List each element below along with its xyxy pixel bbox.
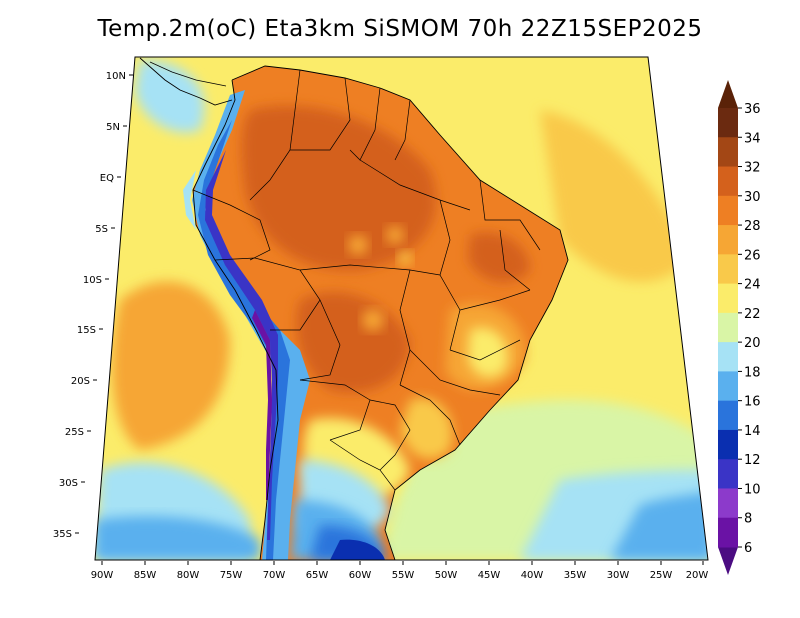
lat-label-10n: 10N	[106, 71, 126, 82]
lon-label-75w: 75W	[220, 570, 243, 581]
lon-label-35w: 35W	[564, 570, 587, 581]
colorbar-label: 18	[744, 365, 761, 380]
lon-label-45w: 45W	[478, 570, 501, 581]
colorbar-segment	[718, 137, 738, 168]
colorbar-label: 26	[744, 248, 761, 263]
lon-label-25w: 25W	[650, 570, 673, 581]
colorbar-segment	[718, 108, 738, 138]
colorbar-segment	[718, 342, 738, 372]
map-frame	[94, 56, 709, 561]
colorbar-segment	[718, 195, 738, 226]
lon-label-40w: 40W	[521, 570, 544, 581]
lon-label-20w: 20W	[686, 570, 709, 581]
lat-label-20s: 20S	[71, 376, 90, 387]
colorbar-label: 12	[744, 453, 761, 468]
colorbar-segment	[718, 517, 738, 548]
colorbar-label: 34	[744, 131, 761, 146]
lon-label-30w: 30W	[607, 570, 630, 581]
lat-label-eq: EQ	[100, 173, 114, 184]
colorbar-label: 16	[744, 395, 761, 410]
lat-label-5n: 5N	[106, 122, 120, 133]
lat-label-10s: 10S	[83, 275, 102, 286]
colorbar-segment	[718, 283, 738, 314]
colorbar-label: 36	[744, 102, 761, 117]
lon-label-90w: 90W	[91, 570, 114, 581]
lon-label-60w: 60W	[349, 570, 372, 581]
colorbar-under-arrow	[718, 547, 738, 575]
colorbar-label: 32	[744, 161, 761, 176]
colorbar-segment	[718, 254, 738, 285]
lat-label-25s: 25S	[65, 427, 84, 438]
temperature-field	[95, 57, 708, 560]
colorbar-label: 28	[744, 219, 761, 234]
lon-label-80w: 80W	[177, 570, 200, 581]
lat-label-30s: 30S	[59, 478, 78, 489]
lon-label-50w: 50W	[435, 570, 458, 581]
colorbar-segment	[718, 225, 738, 255]
colorbar-segment	[718, 312, 738, 343]
colorbar-segment	[718, 429, 738, 460]
latitude-axis: 10N 5N EQ 5S 10S 15S 20S 25S 30S 35S	[53, 71, 133, 540]
colorbar-label: 20	[744, 336, 761, 351]
colorbar-segment	[718, 488, 738, 519]
colorbar-label: 6	[744, 541, 752, 556]
colorbar-segment	[718, 166, 738, 197]
colorbar-label: 24	[744, 278, 761, 293]
lat-label-5s: 5S	[95, 224, 108, 235]
lon-label-65w: 65W	[306, 570, 329, 581]
colorbar-label: 22	[744, 307, 761, 322]
map-title: Temp.2m(oC) Eta3km SiSMOM 70h 22Z15SEP20…	[97, 16, 703, 42]
longitude-axis: 90W 85W 80W 75W 70W 65W 60W 55W 50W 45W …	[91, 561, 709, 581]
colorbar-label: 14	[744, 424, 761, 439]
colorbar-segment	[718, 371, 738, 402]
colorbar-labels: 36 34 32 30 28 26 24 22 20 18 16 14 12 10 8 6	[738, 102, 761, 556]
lon-label-85w: 85W	[134, 570, 157, 581]
colorbar-label: 10	[744, 482, 761, 497]
coastline	[192, 65, 569, 560]
colorbar-segment	[718, 400, 738, 431]
lat-label-15s: 15S	[77, 325, 96, 336]
lon-label-55w: 55W	[392, 570, 415, 581]
lon-label-70w: 70W	[263, 570, 286, 581]
country-borders	[192, 69, 541, 491]
lat-label-35s: 35S	[53, 529, 72, 540]
colorbar-label: 30	[744, 190, 761, 205]
colorbar-label: 8	[744, 512, 752, 527]
colorbar-over-arrow	[718, 80, 738, 108]
colorbar	[718, 80, 738, 575]
colorbar-segment	[718, 459, 738, 489]
